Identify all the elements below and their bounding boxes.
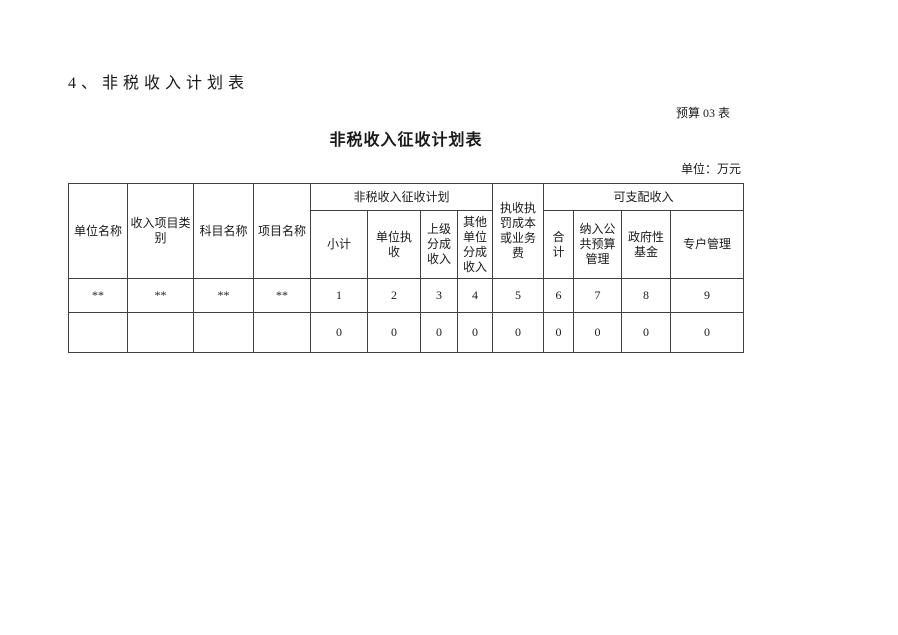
header-group-row: 单位名称 收入项目类 别 科目名称 项目名称 非税收入征收计划 执收执 罚成本 … (68, 183, 745, 279)
budget-form-label: 预算 03 表 (675, 106, 730, 120)
column-number-cell: 5 (492, 278, 545, 313)
data-row: 0 0 0 0 0 0 0 0 0 (68, 312, 745, 353)
column-number-cell: 7 (573, 278, 623, 313)
th-group-collection-plan: 非税收入征收计划 (309, 183, 494, 211)
column-number-cell: 8 (621, 278, 672, 313)
th-subtotal: 小计 (310, 210, 368, 279)
value-cell: 0 (456, 312, 494, 353)
th-special-account-mgmt: 专户管理 (670, 210, 745, 279)
value-cell (127, 312, 194, 353)
value-cell: 0 (492, 312, 545, 353)
column-number-cell: 9 (670, 278, 745, 313)
column-number-cell: 2 (367, 278, 421, 313)
masked-cell: ** (68, 278, 128, 313)
masked-cell: ** (127, 278, 194, 313)
th-unit-name: 单位名称 (68, 183, 128, 279)
th-project-name: 项目名称 (253, 183, 311, 279)
th-cost-fee: 执收执 罚成本 或业务 费 (492, 183, 545, 279)
masked-cell: ** (253, 278, 311, 313)
column-number-cell: 6 (543, 278, 575, 313)
th-income-category: 收入项目类 别 (127, 183, 194, 279)
section-heading: 4、非税收入计划表 (68, 75, 250, 92)
value-cell: 0 (367, 312, 421, 353)
unit-note: 单位：万元 (680, 162, 741, 176)
value-cell: 0 (573, 312, 623, 353)
value-cell: 0 (621, 312, 672, 353)
value-cell: 0 (310, 312, 368, 353)
value-cell: 0 (420, 312, 458, 353)
th-group-disposable-income: 可支配收入 (543, 183, 745, 211)
th-total: 合 计 (543, 210, 575, 279)
th-unit-collect: 单位执 收 (367, 210, 421, 279)
th-public-budget-mgmt: 纳入公 共预算 管理 (573, 210, 623, 279)
th-subject-name: 科目名称 (193, 183, 254, 279)
th-superior-share: 上级 分成 收入 (420, 210, 458, 279)
column-numbering-row: ** ** ** ** 1 2 3 4 5 6 7 8 9 (68, 278, 745, 313)
value-cell (68, 312, 128, 353)
column-number-cell: 4 (456, 278, 494, 313)
header-sub-row: 小计 单位执 收 上级 分成 收入 其他 单位 分成 收入 合 计 纳入公 共预… (69, 210, 745, 279)
value-cell (193, 312, 254, 353)
value-cell (253, 312, 311, 353)
column-number-cell: 3 (420, 278, 458, 313)
plan-table: 单位名称 收入项目类 别 科目名称 项目名称 非税收入征收计划 执收执 罚成本 … (68, 183, 745, 353)
th-other-unit-share: 其他 单位 分成 收入 (456, 210, 494, 279)
masked-cell: ** (193, 278, 254, 313)
column-number-cell: 1 (310, 278, 368, 313)
table-title: 非税收入征收计划表 (329, 132, 483, 149)
th-gov-fund: 政府性 基金 (621, 210, 672, 279)
value-cell: 0 (670, 312, 745, 353)
value-cell: 0 (543, 312, 575, 353)
